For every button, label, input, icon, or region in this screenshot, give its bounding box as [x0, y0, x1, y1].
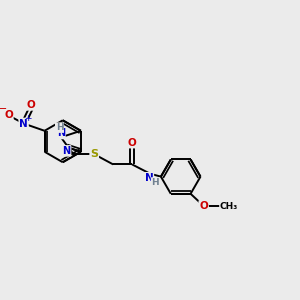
Text: N: N — [19, 118, 28, 128]
Text: O: O — [4, 110, 13, 120]
Text: N: N — [57, 128, 65, 139]
Text: H: H — [56, 123, 63, 132]
Text: CH₃: CH₃ — [220, 202, 238, 211]
Text: O: O — [26, 100, 35, 110]
Text: H: H — [152, 178, 159, 187]
Text: N: N — [145, 173, 153, 183]
Text: S: S — [90, 149, 98, 159]
Text: O: O — [199, 201, 208, 211]
Text: O: O — [128, 138, 136, 148]
Text: N: N — [62, 146, 70, 156]
Text: +: + — [24, 114, 32, 123]
Text: −: − — [0, 104, 7, 114]
